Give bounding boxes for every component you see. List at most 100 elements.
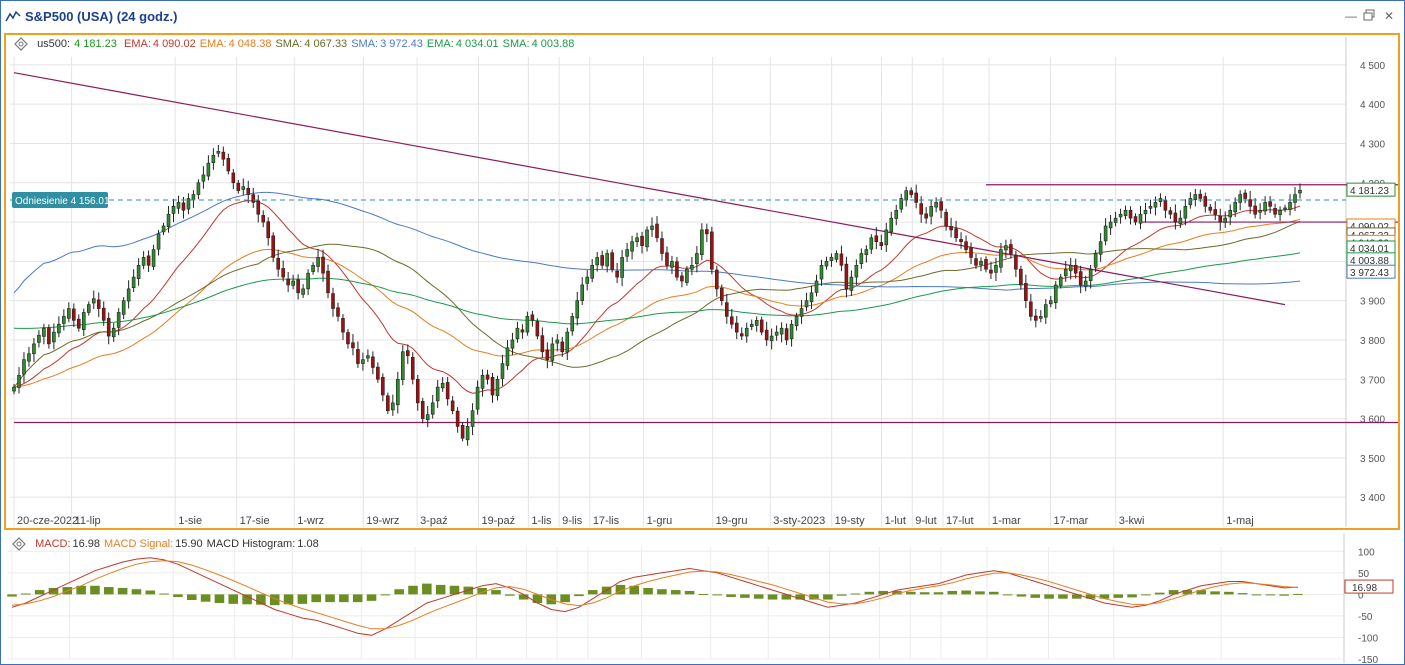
- candle: [869, 237, 874, 250]
- macd-histogram-bar: [781, 594, 792, 600]
- candle: [1058, 276, 1063, 286]
- macd-histogram-bar: [1293, 593, 1303, 595]
- candle: [500, 363, 505, 379]
- macd-histogram-bar: [339, 594, 349, 603]
- candle: [655, 223, 659, 239]
- candle: [695, 253, 699, 265]
- settings-icon[interactable]: [12, 537, 26, 551]
- macd-histogram-bar: [933, 592, 944, 595]
- candle: [391, 402, 395, 411]
- macd-histogram-bar: [145, 590, 156, 595]
- macd-line: [11, 557, 1299, 636]
- macd-histogram-bar: [1002, 594, 1013, 596]
- candle: [1278, 209, 1282, 215]
- candle: [211, 154, 216, 164]
- candle: [186, 198, 191, 210]
- candle: [1258, 209, 1262, 213]
- candle: [1039, 316, 1043, 319]
- candle: [640, 235, 644, 246]
- restore-icon[interactable]: [1362, 9, 1376, 23]
- macd-histogram-bar: [394, 589, 404, 595]
- candle: [1168, 210, 1173, 215]
- candle: [944, 211, 948, 227]
- candle: [1073, 264, 1078, 274]
- candle: [764, 329, 769, 341]
- macd-panel[interactable]: MACD: 16.98 MACD Signal: 15.90 MACD Histogra…: [4, 533, 1400, 663]
- candle: [1014, 254, 1018, 270]
- macd-histogram-bar: [242, 594, 252, 605]
- candle: [849, 276, 854, 291]
- macd-chart[interactable]: -150 -100 -50 0 50 100 16.98: [4, 533, 1400, 663]
- candle: [505, 347, 510, 366]
- candle: [934, 202, 938, 208]
- legend-item-value: 4 048.38: [228, 37, 272, 50]
- price-marker: [1346, 182, 1396, 197]
- candle: [1228, 209, 1233, 218]
- price-chart-panel[interactable]: us500: 4 181.23 EMA: 4 090.02 EMA: 4 048.38 S…: [4, 33, 1400, 530]
- candle: [744, 327, 749, 337]
- candle: [450, 400, 455, 412]
- candle: [814, 280, 819, 293]
- y-tick-label: 3 900: [1360, 297, 1385, 308]
- macd-histogram-bar: [1279, 594, 1289, 596]
- window-title: S&P500 (USA) (24 godz.): [25, 9, 178, 24]
- macd-histogram-bar: [712, 594, 723, 596]
- candle: [1053, 284, 1058, 303]
- macd-histogram-bar: [1113, 594, 1124, 598]
- macd-histogram-bar: [518, 594, 529, 600]
- macd-signal-line: [11, 560, 1299, 630]
- candle: [1083, 280, 1088, 287]
- candle: [12, 386, 16, 392]
- candle: [216, 151, 221, 154]
- candle: [405, 350, 410, 356]
- reference-badge-bg: [12, 192, 108, 209]
- candle: [246, 187, 251, 195]
- macd-histogram-bar: [767, 594, 778, 600]
- legend-symbol: us500:: [37, 37, 71, 50]
- candle: [415, 378, 420, 404]
- candle: [475, 386, 480, 410]
- macd-histogram-bar: [435, 584, 446, 595]
- candle: [665, 252, 669, 266]
- candle: [680, 275, 684, 282]
- candle: [844, 263, 849, 290]
- candle: [27, 353, 31, 362]
- candle: [879, 242, 884, 246]
- candle: [1024, 283, 1028, 301]
- x-tick-label: 1-maj: [1226, 515, 1254, 527]
- macd-legend-label: MACD Signal:: [104, 537, 174, 550]
- macd-histogram-bar: [256, 594, 266, 605]
- x-tick-label: 19-sty: [835, 515, 865, 527]
- candle: [779, 327, 784, 335]
- minimize-icon[interactable]: —: [1345, 9, 1357, 23]
- candle: [101, 307, 106, 321]
- close-icon[interactable]: ✕: [1383, 9, 1395, 23]
- macd-histogram-bar: [200, 594, 211, 602]
- candle: [72, 308, 76, 321]
- macd-histogram-bar: [684, 590, 695, 595]
- price-marker-value: 4 034.01: [1350, 244, 1389, 255]
- reference-badge: Odniesienie 4 156.01: [12, 192, 110, 209]
- sma-line: [13, 220, 1301, 388]
- candle: [1088, 268, 1093, 281]
- macd-histogram-bar: [657, 589, 667, 595]
- candle: [52, 331, 56, 343]
- candle: [774, 331, 779, 336]
- candle: [1118, 213, 1123, 218]
- macd-histogram-bar: [836, 594, 847, 596]
- candle: [550, 343, 555, 361]
- candle: [635, 237, 639, 243]
- candle: [1213, 209, 1218, 215]
- settings-icon[interactable]: [14, 37, 28, 51]
- candle: [261, 215, 266, 223]
- price-marker-value: 4 003.88: [1350, 256, 1389, 267]
- macd-histogram-bar: [850, 593, 861, 595]
- macd-marker: [1344, 579, 1394, 594]
- candle: [37, 334, 41, 343]
- candle: [296, 279, 300, 294]
- candle: [794, 316, 799, 327]
- candle: [1098, 241, 1103, 255]
- macd-histogram-bar: [422, 583, 432, 595]
- candle: [729, 316, 734, 325]
